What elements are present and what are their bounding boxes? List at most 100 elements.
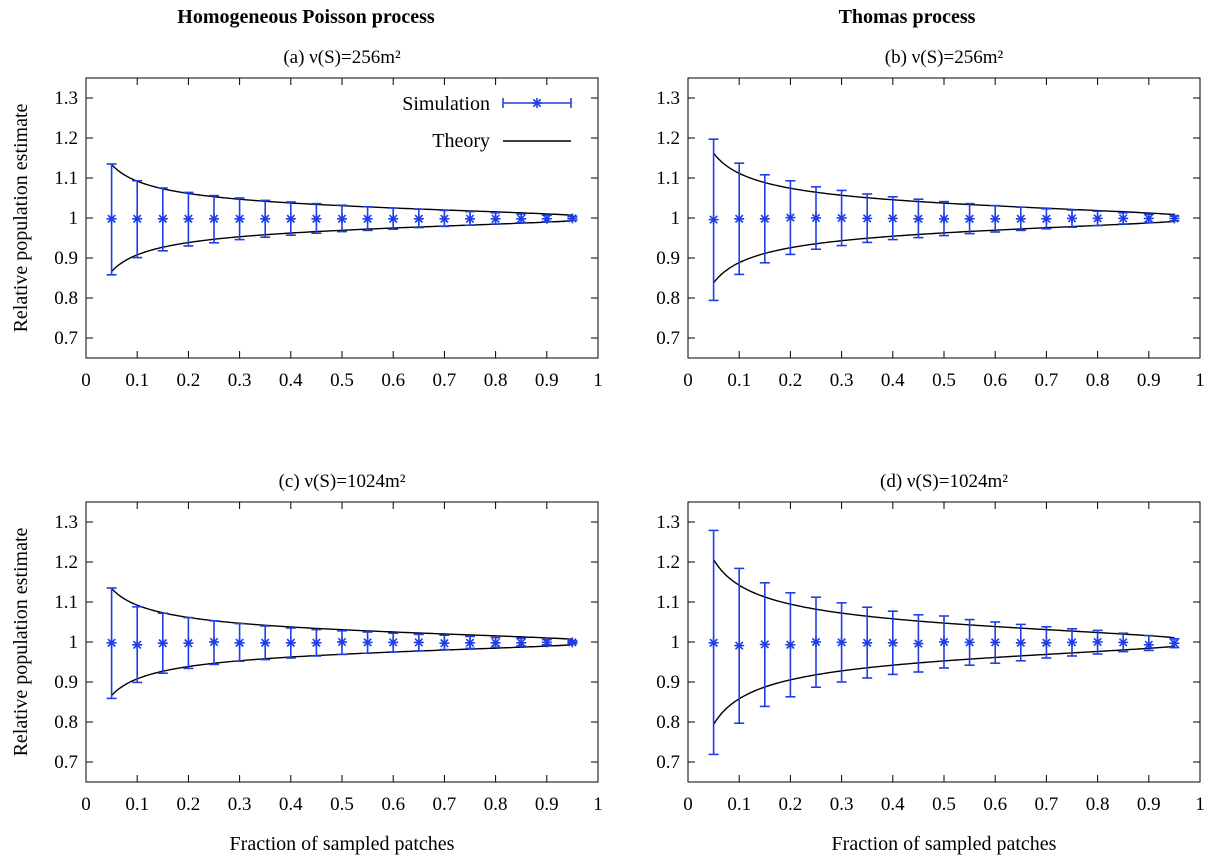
simulation-point [1067,213,1077,224]
star-stroke [568,638,577,647]
x-tick-label: 0.9 [1137,370,1161,391]
x-tick-label: 0.1 [727,794,751,815]
y-tick-label: 0.7 [54,752,78,773]
y-tick-label: 1.3 [656,88,680,109]
simulation-point [439,638,450,649]
simulation-point [465,213,475,224]
x-tick-label: 0.3 [830,794,854,815]
simulation-point [567,213,578,224]
x-tick-label: 1 [593,370,603,391]
x-tick-label: 0.6 [983,370,1007,391]
star-stroke [760,640,770,649]
legend-simulation-label: Simulation [402,93,490,115]
x-tick-label: 0.5 [932,370,956,391]
panel-d: (d) ν(S)=1024m² 0 0.1 0.2 0.3 0.4 0.5 0.6 0.7 0.8… [656,471,1205,855]
x-tick-label: 0.2 [177,370,201,391]
star-stroke [939,214,949,224]
star-stroke [888,638,898,648]
simulation-point [1169,638,1180,649]
star-stroke [286,638,296,648]
star-stroke [440,638,449,648]
simulation-point [490,637,501,648]
x-tick-label: 0.6 [381,370,405,391]
panel-title: (c) ν(S)=1024m² [279,471,406,492]
star-stroke [1067,214,1077,223]
simulation-point [811,637,821,647]
x-tick-label: 0.4 [881,370,905,391]
panel-a: (a) ν(S)=256m² 0 0.1 0.2 0.3 0.4 0.5 0.6 0.7 0.8 0… [10,47,603,391]
simulation-point [157,638,168,649]
simulation-point [708,214,719,225]
x-tick-label: 0.8 [1086,794,1110,815]
simulation-point [439,213,450,224]
y-tick-label: 0.9 [54,672,78,693]
star-stroke [107,214,116,224]
y-tick-label: 1.2 [656,128,680,149]
x-tick-label: 1 [593,794,603,815]
simulation-point [362,213,373,224]
star-stroke [184,214,193,224]
x-tick-label: 0.2 [779,794,803,815]
y-tick-label: 1 [69,632,79,653]
star-stroke [1042,638,1051,648]
simulation-point [183,638,194,649]
simulation-point [285,637,296,648]
simulation-point [388,213,399,224]
star-stroke [388,638,398,647]
y-tick-label: 0.7 [54,328,78,349]
star-stroke [312,214,321,224]
x-tick-label: 0.8 [484,370,508,391]
simulation-point [887,213,898,224]
star-stroke [132,214,142,224]
star-stroke [1093,214,1102,223]
panel-title: (d) ν(S)=1024m² [880,471,1008,492]
star-stroke [888,214,898,223]
simulation-point [234,637,245,648]
star-stroke [388,214,398,224]
x-tick-label: 0.5 [330,794,354,815]
x-tick-label: 0.8 [484,794,508,815]
star-stroke [760,214,770,224]
simulation-point [1015,637,1026,648]
x-tick-label: 1 [1195,370,1205,391]
star-stroke [235,638,244,648]
star-stroke [312,638,321,648]
star-stroke [786,213,795,222]
simulation-point [183,213,194,224]
x-tick-label: 0.3 [228,794,252,815]
simulation-point [541,213,552,224]
simulation-point [106,213,117,224]
y-tick-label: 0.9 [656,248,680,269]
x-tick-label: 0.5 [932,794,956,815]
x-axis-label: Fraction of sampled patches [230,833,455,855]
simulation-point [413,637,424,648]
star-stroke [260,638,270,648]
simulation-point [964,213,975,224]
simulation-point [157,213,168,224]
simulation-point [260,637,271,648]
y-tick-label: 1.2 [54,552,78,573]
star-stroke [209,214,219,224]
simulation-point [759,213,770,224]
star-stroke [363,214,372,224]
simulation-point [567,637,578,648]
star-stroke [465,638,475,648]
simulation-point [990,637,1001,648]
x-tick-label: 1 [1195,794,1205,815]
x-tick-label: 0.3 [228,370,252,391]
star-stroke [990,214,1000,224]
x-tick-label: 0.4 [881,794,905,815]
simulation-point [516,213,527,224]
star-stroke [337,214,347,224]
simulation-point [490,213,501,224]
simulation-point [1143,639,1154,650]
x-tick-label: 0.1 [125,370,149,391]
star-stroke [1170,214,1179,223]
star-stroke [158,214,168,224]
star-stroke [990,638,1000,647]
y-tick-label: 1.1 [54,168,78,189]
star-stroke [260,214,270,224]
x-tick-label: 0.9 [1137,794,1161,815]
